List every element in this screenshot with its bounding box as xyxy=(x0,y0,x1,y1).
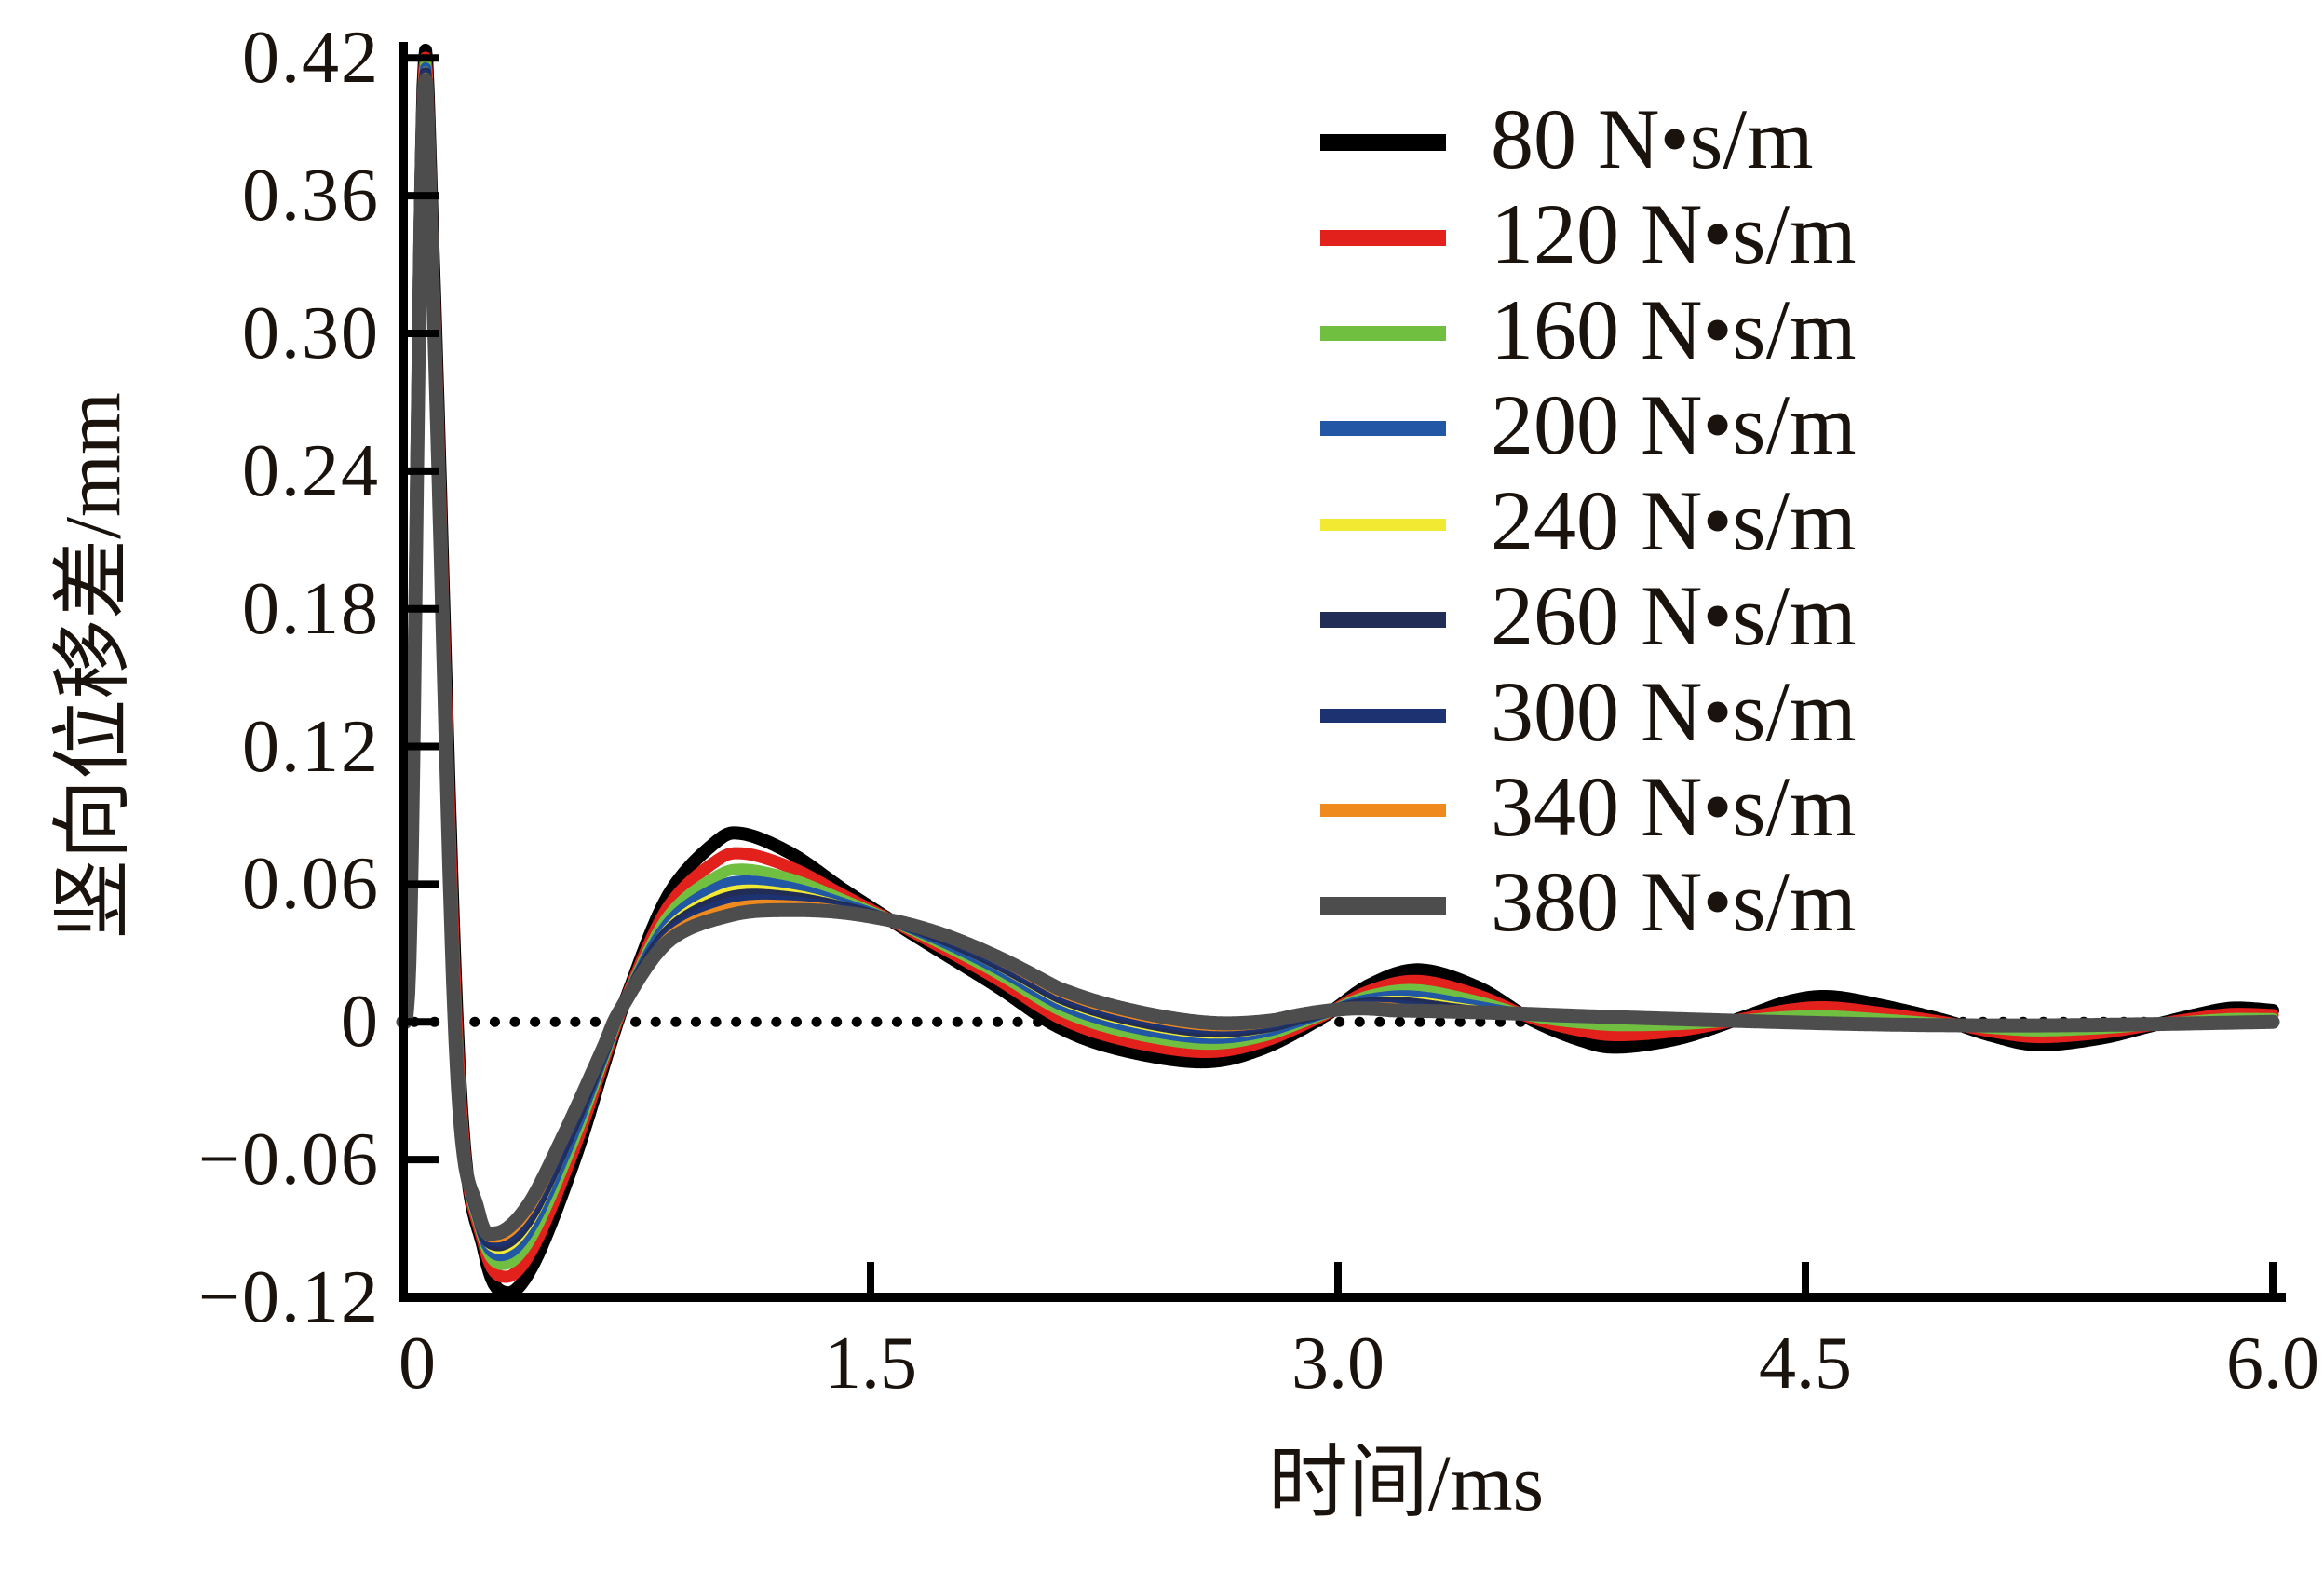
x-tick-label: 6.0 xyxy=(2226,1322,2319,1404)
legend-item: 80 N•s/m xyxy=(1320,95,1814,190)
legend-item: 240 N•s/m xyxy=(1320,477,1857,572)
series-curve-380 xyxy=(396,73,2280,1241)
legend-label: 260 N•s/m xyxy=(1491,568,1857,663)
legend-swatch xyxy=(1320,896,1446,915)
legend-item: 340 N•s/m xyxy=(1320,763,1857,858)
x-tick-label: 0 xyxy=(399,1322,436,1404)
x-tick-label: 4.5 xyxy=(1759,1322,1852,1404)
legend-label: 240 N•s/m xyxy=(1491,473,1857,568)
y-tick-label: 0.18 xyxy=(242,567,380,650)
legend-item: 260 N•s/m xyxy=(1320,572,1857,667)
y-tick-label: 0.12 xyxy=(242,705,380,788)
legend-item: 160 N•s/m xyxy=(1320,286,1857,381)
legend-label: 200 N•s/m xyxy=(1491,377,1857,472)
y-tick-label: 0 xyxy=(341,981,380,1064)
legend-label: 160 N•s/m xyxy=(1491,282,1857,377)
x-axis-title: 时间/ms xyxy=(1267,1438,1545,1527)
y-tick-label: −0.06 xyxy=(197,1119,380,1201)
legend-swatch xyxy=(1320,611,1446,628)
legend-item: 200 N•s/m xyxy=(1320,381,1857,476)
y-tick-label: 0.36 xyxy=(242,155,380,237)
legend-label: 300 N•s/m xyxy=(1491,664,1857,759)
legend-item: 300 N•s/m xyxy=(1320,668,1857,763)
legend-label: 340 N•s/m xyxy=(1491,759,1857,854)
y-tick-label: 0.42 xyxy=(242,17,380,100)
legend-swatch xyxy=(1320,229,1446,246)
y-tick-label: 0.30 xyxy=(242,292,380,374)
legend-swatch xyxy=(1320,518,1446,531)
legend-item: 120 N•s/m xyxy=(1320,190,1857,285)
legend-swatch xyxy=(1320,804,1446,817)
y-tick-label: −0.12 xyxy=(197,1256,380,1338)
legend-label: 120 N•s/m xyxy=(1491,186,1857,281)
legend-label: 380 N•s/m xyxy=(1491,854,1857,949)
legend-item: 380 N•s/m xyxy=(1320,858,1857,953)
x-tick-label: 3.0 xyxy=(1291,1322,1385,1404)
x-tick-label: 1.5 xyxy=(824,1322,917,1404)
legend-swatch xyxy=(1320,421,1446,436)
y-tick-label: 0.06 xyxy=(242,843,380,926)
legend-label: 80 N•s/m xyxy=(1491,91,1814,186)
legend-swatch xyxy=(1320,134,1446,151)
legend-swatch xyxy=(1320,708,1446,723)
y-tick-label: 0.24 xyxy=(242,429,380,512)
legend-swatch xyxy=(1320,326,1446,341)
